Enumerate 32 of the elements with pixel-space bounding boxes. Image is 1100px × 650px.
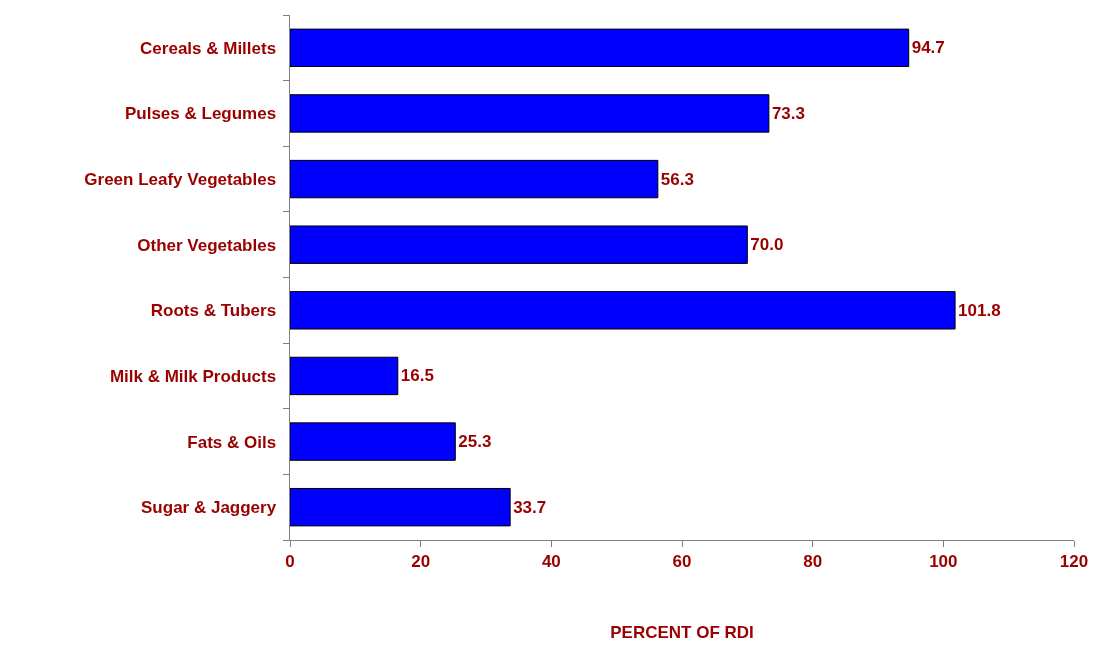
x-tick-label: 40: [541, 552, 561, 572]
x-tick-label: 120: [1059, 552, 1089, 572]
x-tick-label: 20: [411, 552, 431, 572]
data-label: 33.7: [513, 497, 547, 517]
data-label: 73.3: [771, 103, 805, 123]
data-label: 56.3: [660, 169, 694, 189]
y-tick-label: Other Vegetables: [137, 235, 277, 255]
x-tick-label: 0: [285, 552, 295, 572]
data-label: 70.0: [750, 235, 784, 255]
x-tick-label: 100: [929, 552, 958, 572]
data-label: 16.5: [400, 366, 434, 386]
bar: [290, 159, 659, 199]
y-tick-label: Roots & Tubers: [150, 301, 277, 321]
x-axis-title: PERCENT OF RDI: [610, 622, 754, 642]
data-label: 101.8: [958, 300, 1001, 320]
bar: [290, 422, 456, 461]
y-tick-label: Pulses & Legumes: [124, 104, 277, 124]
bar: [290, 94, 770, 133]
data-label: 94.7: [911, 38, 945, 58]
data-label: 25.3: [458, 432, 492, 452]
bar: [290, 291, 956, 330]
y-tick-label: Sugar & Jaggery: [141, 498, 277, 518]
y-tick-label: Fats & Oils: [187, 432, 277, 452]
x-tick-label: 80: [803, 552, 823, 572]
y-tick-label: Green Leafy Vegetables: [84, 170, 277, 190]
y-tick-label: Milk & Milk Products: [109, 366, 277, 386]
bar: [290, 356, 399, 396]
bar: [290, 28, 910, 68]
bar: [290, 225, 748, 264]
x-tick-label: 60: [672, 552, 692, 572]
y-tick-label: Cereals & Millets: [140, 38, 277, 58]
bar: [290, 487, 511, 527]
